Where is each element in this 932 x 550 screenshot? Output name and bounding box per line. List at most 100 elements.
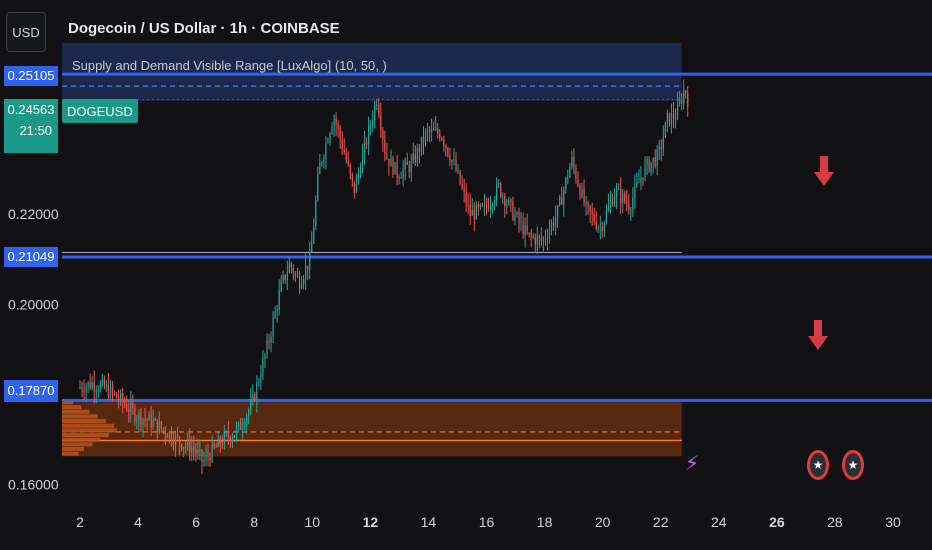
candle-body (213, 443, 215, 447)
candle-body (323, 157, 325, 163)
candle-body (467, 204, 469, 206)
candle-body (199, 449, 201, 451)
candle-body (530, 233, 532, 237)
candle-body (388, 158, 390, 167)
candle-body (585, 201, 587, 204)
candle-body (550, 222, 553, 230)
candle-body (128, 410, 130, 412)
candle-body (461, 183, 463, 188)
candle-body (166, 435, 169, 439)
candle-body (361, 153, 364, 173)
candle-body (154, 419, 156, 421)
supply-zone (62, 42, 682, 101)
x-tick-label: 16 (479, 514, 495, 530)
candle-body (378, 104, 380, 116)
candle-body (479, 204, 482, 208)
candle-body (347, 160, 349, 165)
candle-body (325, 142, 327, 158)
candle-body (107, 384, 110, 397)
indicator-label[interactable]: Supply and Demand Visible Range [LuxAlgo… (72, 58, 387, 73)
candle-body (170, 432, 173, 442)
volume-profile-bar (62, 451, 79, 456)
candle-body (315, 200, 317, 227)
candle-body (89, 382, 91, 389)
candle-body (605, 210, 608, 223)
currency-button[interactable]: USD (6, 12, 46, 52)
x-tick-label: 20 (595, 514, 611, 530)
candle-body (538, 236, 540, 238)
candle-body (640, 177, 642, 182)
candle-body (256, 382, 258, 401)
candle-body (91, 382, 93, 389)
candle-body (618, 188, 620, 190)
candle-body (120, 393, 122, 401)
candle-body (426, 129, 429, 131)
symbol-tag: DOGEUSD (62, 99, 138, 123)
candle-body (205, 454, 207, 460)
candle-body (148, 414, 150, 421)
candle-body (223, 432, 225, 445)
candle-body (514, 215, 516, 220)
volume-profile-bar (62, 409, 90, 414)
lightning-extension-icon[interactable]: ⚡ (684, 453, 700, 475)
candle-body (447, 147, 449, 156)
candle-body (380, 115, 382, 131)
candle-body (376, 104, 378, 106)
candle-body (475, 204, 477, 220)
candle-body (274, 311, 276, 318)
us-flag-icon[interactable]: ★ (807, 450, 829, 480)
candle-body (150, 414, 152, 428)
candle-body (197, 449, 199, 453)
candle-body (402, 168, 404, 178)
x-tick-label: 10 (304, 514, 320, 530)
us-flag-icon[interactable]: ★ (842, 450, 864, 480)
candle-body (215, 446, 217, 448)
candle-body (418, 147, 421, 153)
candle-body (569, 166, 571, 178)
candle-body (591, 211, 593, 215)
candle-body (181, 444, 183, 450)
candle-body (288, 263, 290, 273)
candle-body (516, 212, 518, 216)
candle-body (646, 159, 648, 165)
candle-body (162, 428, 164, 430)
candle-body (244, 425, 246, 428)
candle-body (577, 179, 579, 186)
candle-body (532, 236, 534, 238)
candle-body (85, 386, 87, 393)
candle-body (398, 177, 400, 179)
volume-profile-bar (62, 433, 109, 438)
volume-profile-bar (62, 419, 106, 424)
candle-body (142, 418, 144, 425)
candle-body (286, 272, 288, 280)
candle-body (331, 126, 333, 134)
candle-body (231, 437, 234, 442)
candle-body (221, 444, 223, 446)
candle-body (583, 188, 585, 204)
candle-body (195, 449, 197, 453)
candle-body (579, 185, 581, 197)
candle-body (681, 100, 683, 104)
candle-body (672, 113, 675, 119)
candle-body (311, 243, 313, 253)
volume-profile-bar (62, 414, 98, 419)
candle-body (487, 206, 490, 210)
candle-body (386, 153, 388, 159)
candle-body (656, 149, 658, 166)
candle-body (302, 278, 305, 285)
candle-body (615, 189, 618, 197)
candle-body (571, 156, 573, 167)
candle-body (266, 340, 268, 355)
candle-body (126, 405, 128, 411)
candle-body (392, 157, 394, 175)
candle-body (209, 457, 211, 461)
candle-body (565, 177, 567, 190)
candle-body (321, 162, 323, 164)
candle-body (138, 412, 140, 420)
candle-body (394, 162, 396, 175)
candle-body (219, 437, 221, 445)
candle-body (140, 412, 142, 425)
candle-body (327, 142, 329, 144)
candle-body (353, 181, 355, 193)
